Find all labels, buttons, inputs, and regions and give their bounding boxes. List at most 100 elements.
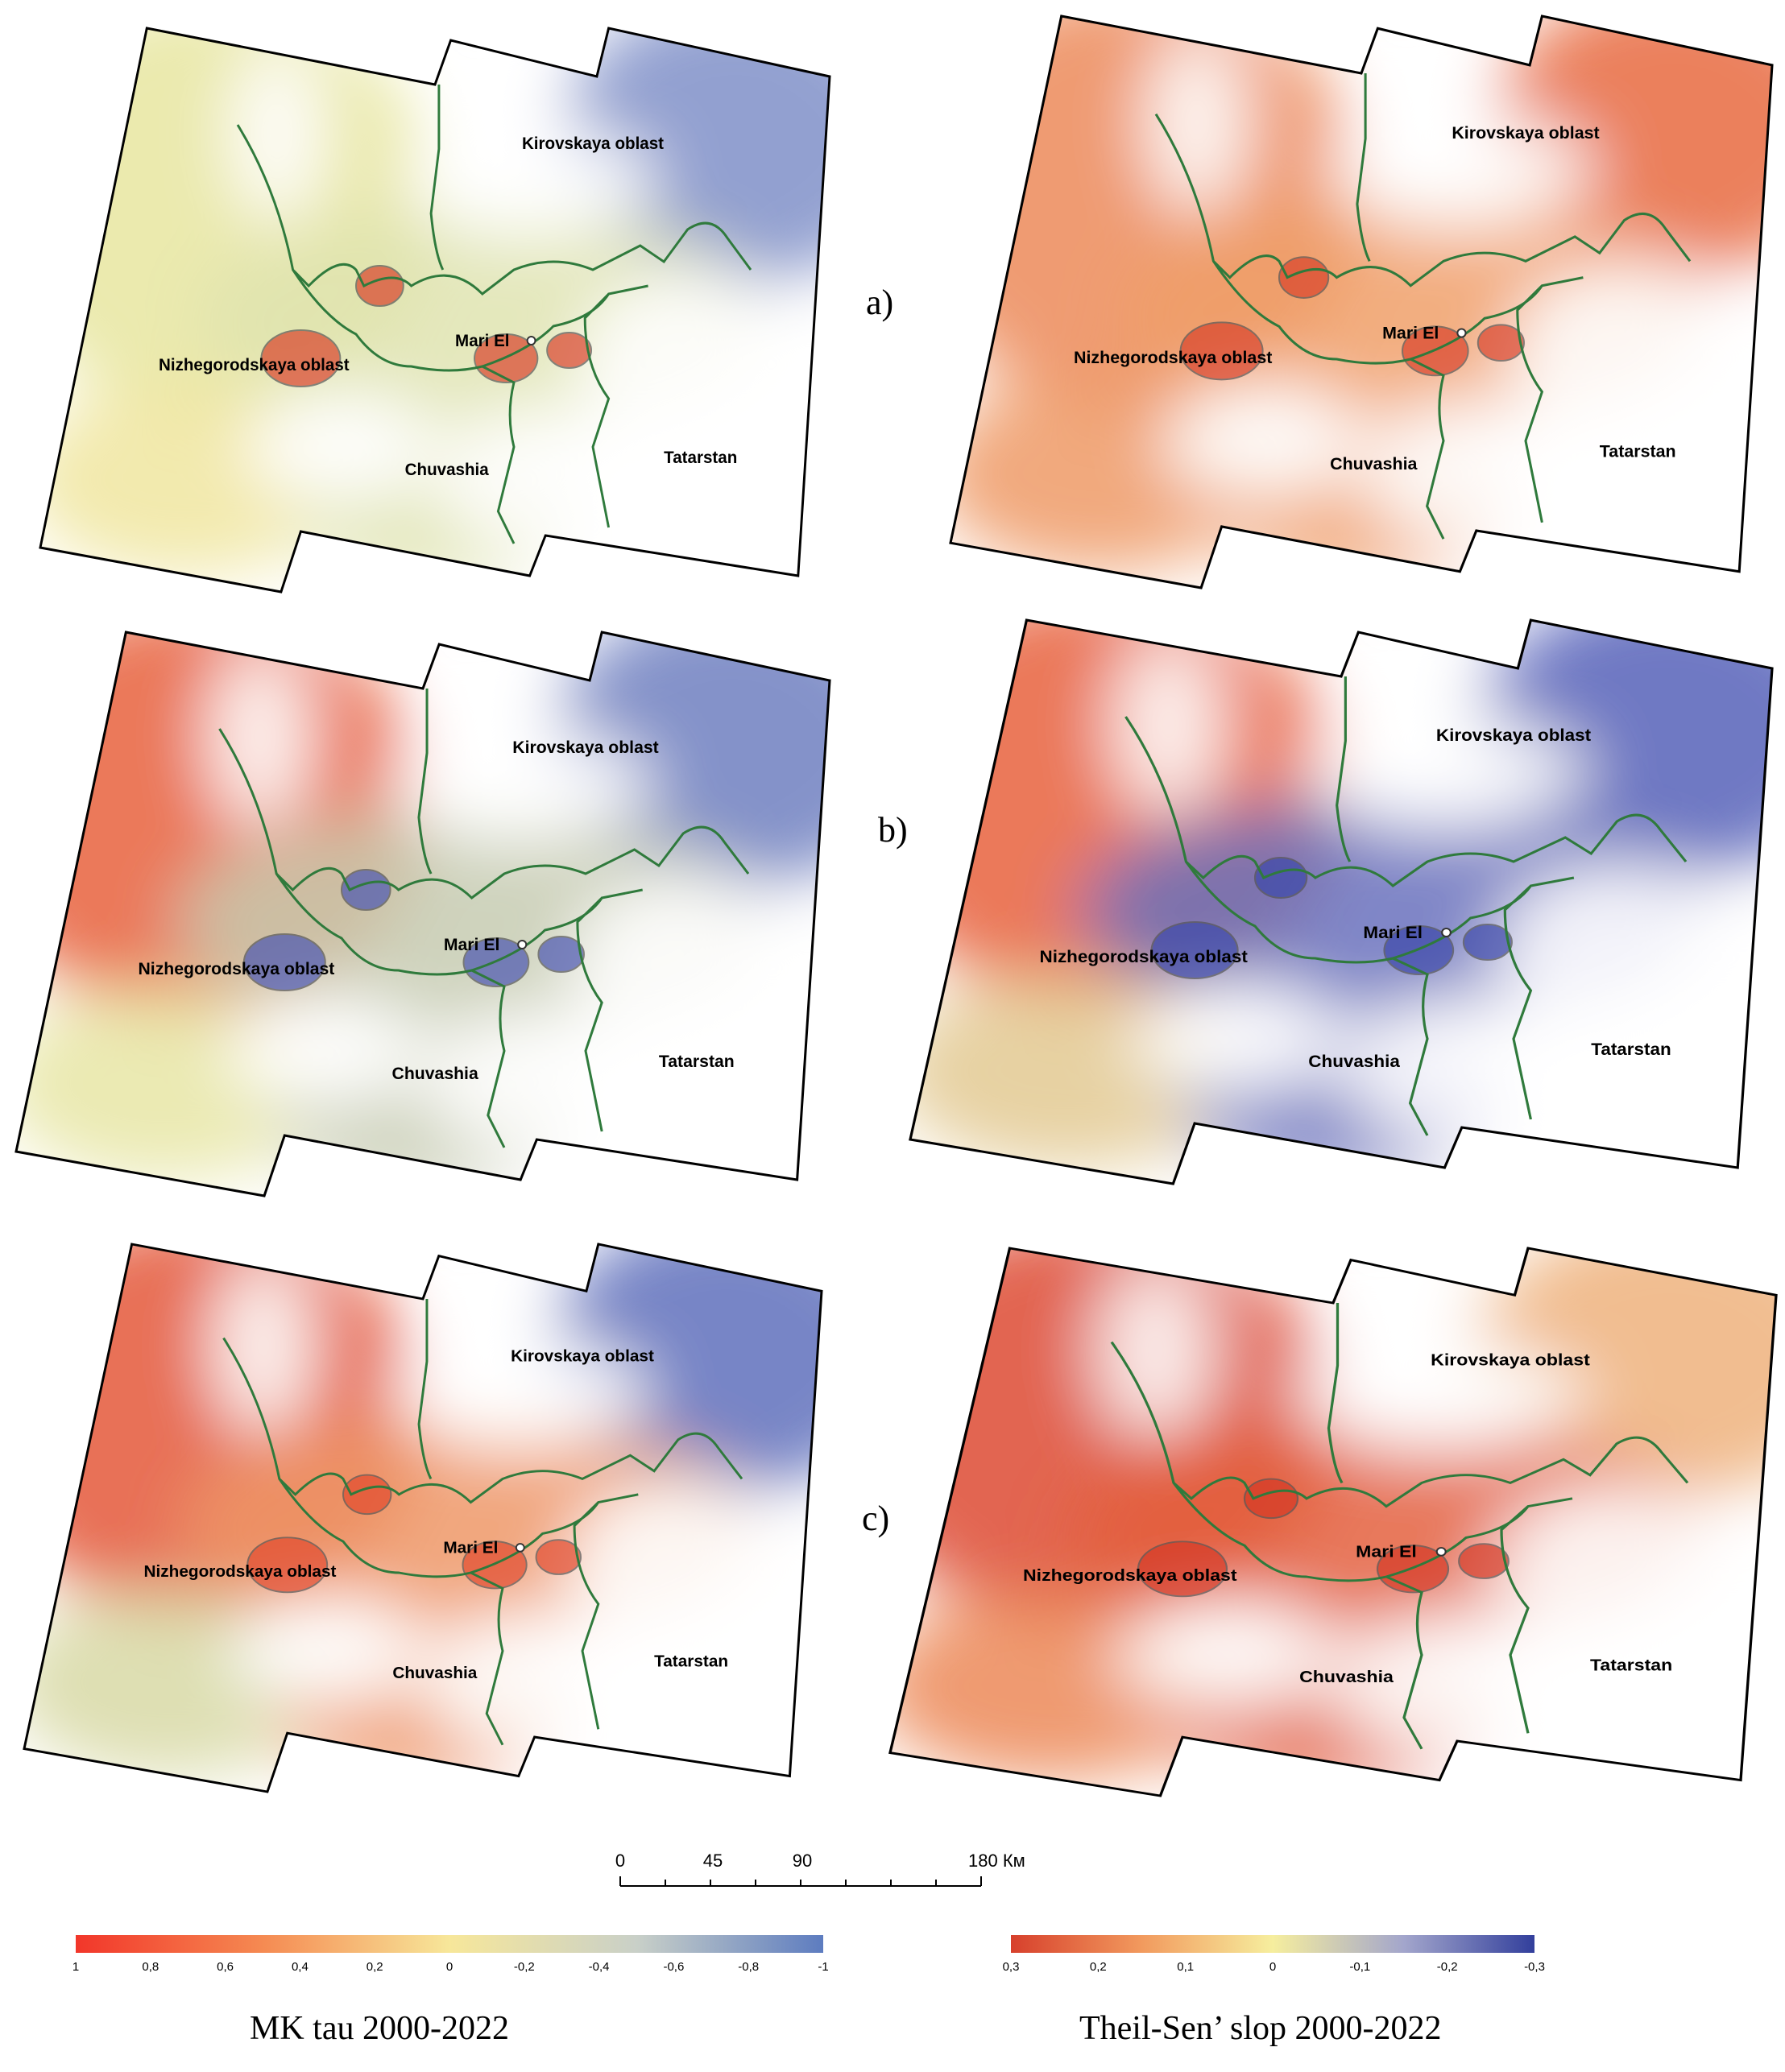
legend-slope-colorbar [1011,1935,1534,1953]
label-nizh: Nizhegorodskaya oblast [1074,348,1272,367]
no-data-patch [390,729,651,842]
map-c-slope: Kirovskaya oblast Nizhegorodskaya oblast M… [888,1247,1778,1797]
study-area-outline [909,618,1774,1185]
fire-scar-patch [355,265,404,307]
no-data-patch [1307,717,1583,829]
map-svg: Kirovskaya oblast Nizhegorodskaya oblast M… [39,27,831,593]
no-data-patch [230,44,325,221]
study-area-outline [39,27,831,593]
city-marker [1435,1547,1447,1557]
fire-scar-patch [1253,857,1308,899]
legend-slope: 0,3 0,2 0,1 0 -0,1 -0,2 -0,3 [1003,1935,1551,1983]
label-kirov: Kirovskaya oblast [1452,123,1599,143]
label-mari: Mari El [444,936,500,954]
map-c-tau: Kirovskaya oblast Nizhegorodskaya oblast M… [23,1243,823,1793]
label-chuv: Chuvashia [392,1664,478,1682]
row-label-a: a) [866,283,894,322]
fire-scar-patch [1278,256,1330,299]
fire-scar-patch [1462,924,1513,961]
fire-scar-patch [1476,324,1525,362]
legend-tau-tick: 0,4 [292,1960,309,1974]
study-area-outline [14,631,831,1197]
map-a-slope: Kirovskaya oblast Nizhegorodskaya oblast M… [949,14,1774,589]
no-data-patch [566,1479,790,1667]
label-tat: Tatarstan [659,1053,735,1071]
fire-scar-patch [1179,321,1264,381]
legend-slope-tick: -0,3 [1524,1960,1545,1974]
no-data-patch [1134,982,1341,1095]
map-svg: Kirovskaya oblast Nizhegorodskaya oblast M… [909,618,1774,1185]
no-data-patch [215,1259,312,1433]
label-chuv: Chuvashia [1330,454,1418,474]
row-label-b: b) [878,810,908,850]
label-kirov: Kirovskaya oblast [1436,726,1591,745]
scale-tick-45: 45 [703,1851,723,1871]
label-kirov: Kirovskaya oblast [511,1347,654,1366]
legend-tau-tick: -0,8 [738,1960,759,1974]
no-data-patch [403,125,656,238]
study-area-outline [23,1243,823,1793]
no-data-patch [1116,636,1221,813]
no-data-patch [1341,999,1583,1144]
legend-tau: 1 0,8 0,6 0,4 0,2 0 -0,2 -0,4 -0,6 -0,8 -1 [72,1935,830,1983]
label-tat: Tatarstan [654,1652,728,1671]
legend-slope-title: Theil-Sen’ slop 2000-2022 [1079,2010,1442,2047]
legend-slope-tick: -0,1 [1349,1960,1370,1974]
fire-scar-patch [246,1536,329,1594]
no-data-patch [231,1596,423,1706]
no-data-patch [211,648,309,825]
no-data-patch [423,1011,651,1156]
legend-tau-tick: 0,8 [142,1960,159,1974]
legend-slope-tick: -0,2 [1437,1960,1458,1974]
city-marker [526,336,536,345]
fire-scar-patch [1458,1543,1510,1579]
label-chuv: Chuvashia [392,1065,478,1083]
label-chuv: Chuvashia [405,461,489,479]
region-boundary [236,85,752,544]
legend-tau-tick: -0,6 [663,1960,684,1974]
no-data-patch [569,874,797,1067]
label-chuv: Chuvashia [1299,1667,1394,1685]
label-nizh: Nizhegorodskaya oblast [144,1562,337,1581]
legend-tau-tick: 1 [72,1960,79,1974]
no-data-patch [435,407,656,552]
no-data-patch [1509,261,1740,457]
city-marker [1456,328,1467,338]
no-data-patch [1333,1615,1581,1757]
legend-slope-tick: 0,3 [1003,1960,1020,1974]
no-data-patch [1361,399,1592,548]
fire-scar-patch [1137,1541,1228,1598]
region-boundary [222,1299,743,1746]
no-data-patch [1120,1600,1333,1710]
no-data-patch [245,391,435,503]
legend-tau-tick: 0,6 [217,1960,234,1974]
label-kirov: Kirovskaya oblast [522,134,664,153]
no-data-patch [1147,32,1247,213]
label-tat: Tatarstan [1591,1040,1671,1059]
no-data-patch [391,1338,647,1448]
label-nizh: Nizhegorodskaya oblast [1023,1565,1237,1584]
legend-slope-tick: 0,1 [1177,1960,1194,1974]
row-label-c: c) [862,1499,890,1538]
region-boundary [1154,73,1692,540]
city-marker [515,1543,525,1553]
no-data-patch [423,1611,647,1753]
legend-tau-tick: -1 [818,1960,828,1974]
fire-scar-patch [340,869,391,911]
region-boundary [1124,676,1688,1136]
label-chuv: Chuvashia [1308,1052,1401,1071]
fire-scar-patch [1243,1478,1299,1520]
legend-tau-tick: 0 [446,1960,453,1974]
label-mari: Mari El [1363,923,1423,942]
legend-tau-colorbar [76,1935,823,1953]
map-svg: Kirovskaya oblast Nizhegorodskaya oblast M… [888,1247,1778,1797]
no-data-patch [1298,1342,1581,1452]
label-mari: Mari El [455,332,509,350]
study-area-outline [949,14,1774,589]
no-data-patch [577,270,798,463]
fire-scar-patch [537,936,585,973]
legend-tau-tick: -0,2 [514,1960,535,1974]
label-nizh: Nizhegorodskaya oblast [1040,947,1248,966]
no-data-patch [1164,383,1361,498]
map-svg: Kirovskaya oblast Nizhegorodskaya oblast M… [23,1243,823,1793]
